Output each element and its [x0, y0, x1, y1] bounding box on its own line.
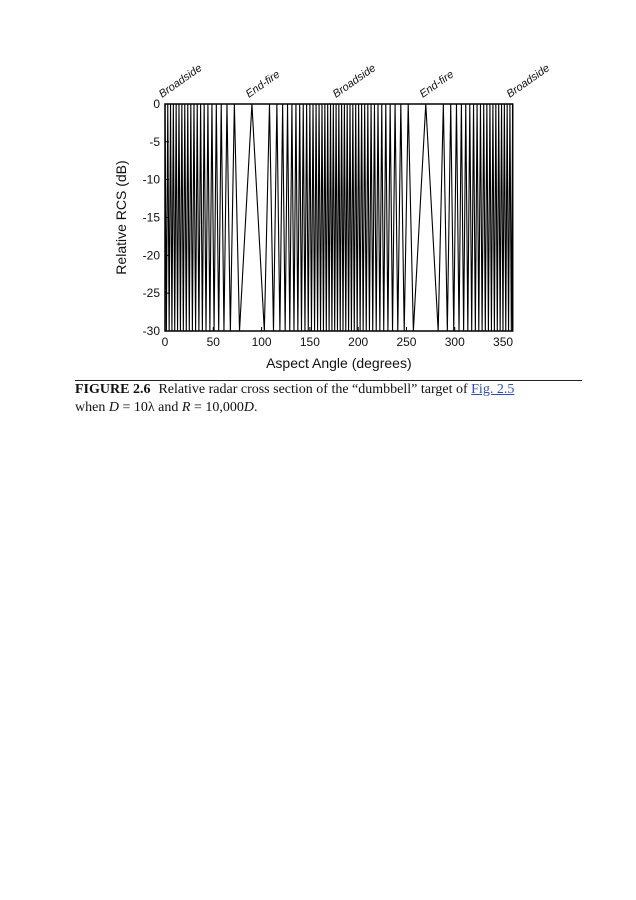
x-tick-label: 350	[493, 335, 513, 349]
plot-frame	[164, 103, 514, 332]
annotation: End-fire	[244, 69, 282, 101]
caption-rule	[75, 380, 582, 381]
x-tick-label: 100	[252, 335, 272, 349]
y-tick-label: 0	[153, 97, 160, 111]
caption-segment: = 10,000	[190, 400, 244, 415]
caption-segment: D	[108, 400, 119, 415]
caption-line: FIGURE 2.6 Relative radar cross section o…	[75, 382, 514, 398]
caption-segment: λ	[147, 400, 155, 415]
caption-segment: D	[243, 400, 254, 415]
x-tick-label: 200	[348, 335, 368, 349]
figure-label: FIGURE 2.6	[75, 382, 151, 397]
figure-link[interactable]: Fig. 2.5	[471, 382, 515, 397]
y-tick-label: -20	[143, 248, 161, 262]
y-tick-label: -5	[149, 135, 160, 149]
x-tick-label: 250	[396, 335, 416, 349]
caption-segment: and	[154, 400, 182, 415]
caption-segment: R	[181, 400, 191, 415]
y-tick-label: -30	[143, 324, 161, 338]
annotation: Broadside	[331, 62, 378, 100]
caption-segment: when	[75, 400, 109, 415]
rcs-line	[164, 103, 514, 332]
chart: 0-5-10-15-20-25-300 50 100 150 200 250 300 350A…	[113, 62, 552, 371]
caption-segment: .	[253, 400, 258, 415]
x-tick-label: 0	[162, 335, 169, 349]
annotation: End-fire	[418, 69, 456, 101]
x-tick-label: 150	[300, 335, 320, 349]
y-axis-label: Relative RCS (dB)	[113, 160, 129, 274]
caption-text: Relative radar cross section of the “dum…	[158, 382, 468, 397]
x-tick-label: 50	[207, 335, 221, 349]
y-tick-label: -25	[143, 286, 161, 300]
y-tick-label: -15	[143, 211, 161, 225]
caption-segment: = 10	[118, 400, 148, 415]
caption-line: when D = 10λ and R = 10,000D.	[75, 400, 257, 416]
x-axis-label: Aspect Angle (degrees)	[266, 355, 412, 371]
annotation: Broadside	[157, 62, 204, 100]
annotation: Broadside	[505, 62, 552, 100]
x-tick-label: 300	[445, 335, 465, 349]
y-tick-label: -10	[143, 173, 161, 187]
